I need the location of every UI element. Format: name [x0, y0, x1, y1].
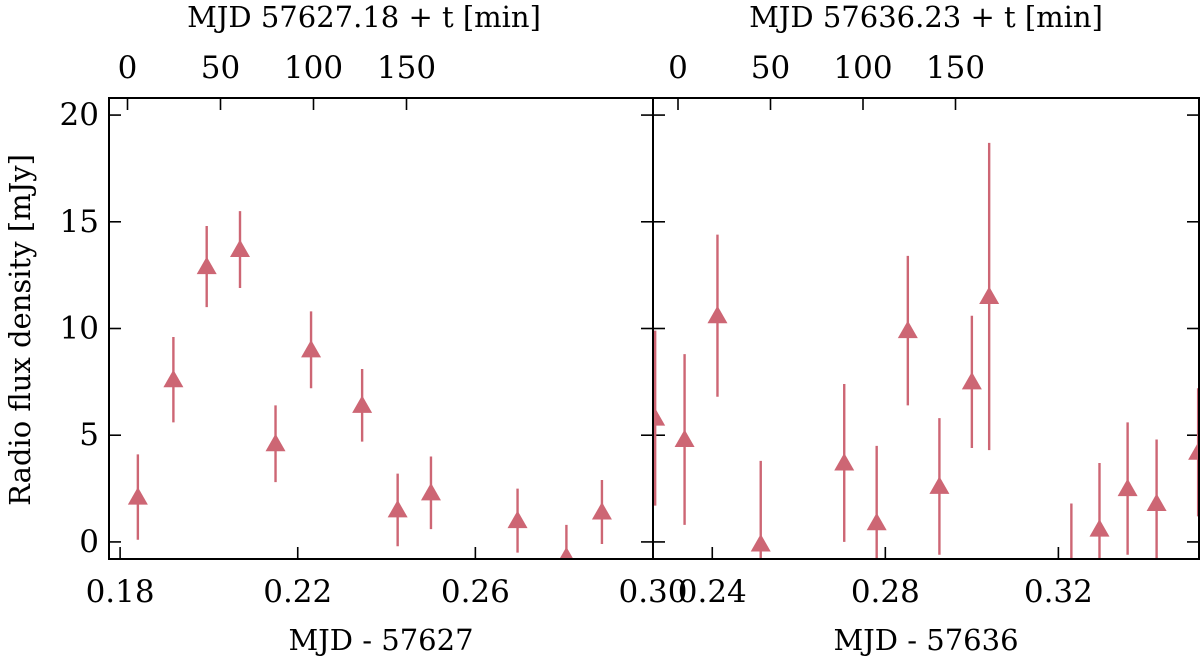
y-tick-label-0: 0 [79, 524, 99, 560]
p0-data-point-6 [352, 395, 373, 413]
y-axis-title: Radio flux density [mJy] [3, 154, 37, 506]
p0-data-point-5 [301, 339, 322, 358]
p1-data-point-4 [834, 452, 855, 471]
p1-data-point-6 [897, 320, 918, 339]
p1-data-point-2 [707, 305, 728, 324]
p1-top-tick-label-2: 100 [833, 50, 892, 86]
p1-data-point-9 [979, 286, 1000, 304]
p1-top-tick-label-1: 50 [751, 50, 790, 86]
p1-data-point-7 [929, 476, 950, 494]
p0-x-tick-label-1: 0.22 [263, 574, 332, 610]
p1-data-point-14 [1188, 442, 1199, 460]
p1-data-point-13 [1146, 493, 1167, 512]
left-x-axis-title: MJD - 57627 [288, 623, 473, 657]
p0-data-point-2 [196, 256, 217, 275]
panel-left: 0 5 10 15 20 0.18 0.22 0.26 0.30 0 50 100 150 MJD - … [3, 0, 688, 657]
p1-data-point-12 [1117, 478, 1138, 497]
p1-data-point-10 [1070, 557, 1073, 559]
panel-right: 0.24 0.28 0.32 0 50 100 150 MJD - 57636 MJD 57… [652, 0, 1200, 657]
right-top-axis-title: MJD 57636.23 + t [min] [749, 0, 1103, 34]
p1-data-point-11 [1089, 519, 1110, 537]
p0-data-point-8 [420, 482, 441, 501]
y-tick-label-20: 20 [60, 97, 99, 133]
left-plot-frame [108, 97, 654, 560]
p0-x-tick-label-2: 0.26 [441, 574, 510, 610]
p0-data-point-1 [163, 369, 184, 388]
p0-data-point-4 [265, 433, 286, 452]
y-tick-label-10: 10 [60, 311, 99, 347]
p0-data-point-9 [507, 510, 528, 529]
p0-data-point-10 [559, 546, 574, 559]
p0-top-tick-label-3: 150 [377, 50, 436, 86]
p0-x-tick-label-0: 0.18 [86, 574, 155, 610]
p1-data-point-1 [674, 429, 695, 447]
right-plot-frame [652, 97, 1200, 560]
p0-top-tick-label-2: 100 [284, 50, 343, 86]
right-x-axis-title: MJD - 57636 [833, 623, 1018, 657]
p0-data-point-0 [127, 487, 148, 505]
p0-top-tick-label-1: 50 [201, 50, 240, 86]
p1-data-point-0 [653, 408, 666, 426]
y-tick-label-15: 15 [60, 204, 99, 240]
left-top-axis-title: MJD 57627.18 + t [min] [187, 0, 541, 34]
p1-top-tick-label-3: 150 [926, 50, 985, 86]
p1-x-tick-label-0: 0.24 [678, 574, 747, 610]
p0-data-point-11 [591, 502, 612, 520]
p1-data-point-3 [750, 534, 771, 552]
p1-x-tick-label-2: 0.32 [1024, 574, 1093, 610]
p0-data-point-7 [387, 499, 408, 518]
p1-data-point-8 [961, 371, 982, 390]
p0-data-point-3 [230, 239, 251, 258]
p1-top-tick-label-0: 0 [668, 50, 688, 86]
p0-top-tick-label-0: 0 [118, 50, 138, 86]
p0-x-tick-label-3: 0.30 [618, 574, 687, 610]
y-tick-label-5: 5 [79, 417, 99, 453]
p1-x-tick-label-1: 0.28 [851, 574, 920, 610]
p1-data-point-5 [866, 512, 887, 531]
